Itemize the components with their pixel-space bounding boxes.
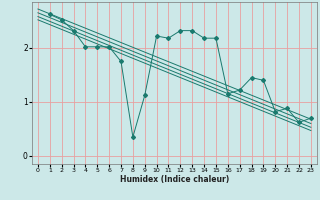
X-axis label: Humidex (Indice chaleur): Humidex (Indice chaleur) [120, 175, 229, 184]
